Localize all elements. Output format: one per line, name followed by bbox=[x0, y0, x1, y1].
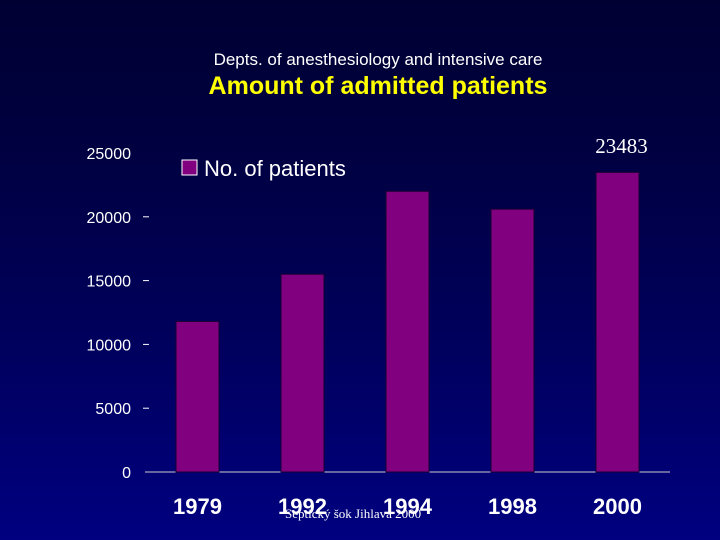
data-label-2000: 23483 bbox=[595, 134, 648, 158]
y-tick-label: 25000 bbox=[87, 146, 132, 163]
y-tick-label: 20000 bbox=[87, 210, 132, 227]
bar-1992 bbox=[280, 273, 325, 473]
x-tick-label: 1994 bbox=[383, 494, 433, 519]
x-tick-label: 1992 bbox=[278, 494, 327, 519]
bar-2000 bbox=[595, 171, 640, 473]
legend-label: No. of patients bbox=[204, 156, 346, 181]
x-tick-label: 1998 bbox=[488, 494, 537, 519]
legend-swatch bbox=[181, 159, 198, 176]
bar-1998 bbox=[490, 208, 535, 473]
y-tick-label: 10000 bbox=[87, 337, 132, 354]
slide-subtitle: Depts. of anesthesiology and intensive c… bbox=[213, 50, 543, 69]
x-tick-label: 1979 bbox=[173, 494, 222, 519]
slide-title: Amount of admitted patients bbox=[208, 72, 548, 100]
footer-note: Septický šok Jihlava 2000 bbox=[285, 506, 422, 521]
x-tick-label: 2000 bbox=[593, 494, 642, 519]
bar-1979 bbox=[175, 320, 220, 473]
bar-1994 bbox=[385, 190, 430, 473]
y-tick-label: 15000 bbox=[87, 274, 132, 291]
y-tick-label: 0 bbox=[122, 465, 131, 482]
y-tick-label: 5000 bbox=[95, 401, 131, 418]
